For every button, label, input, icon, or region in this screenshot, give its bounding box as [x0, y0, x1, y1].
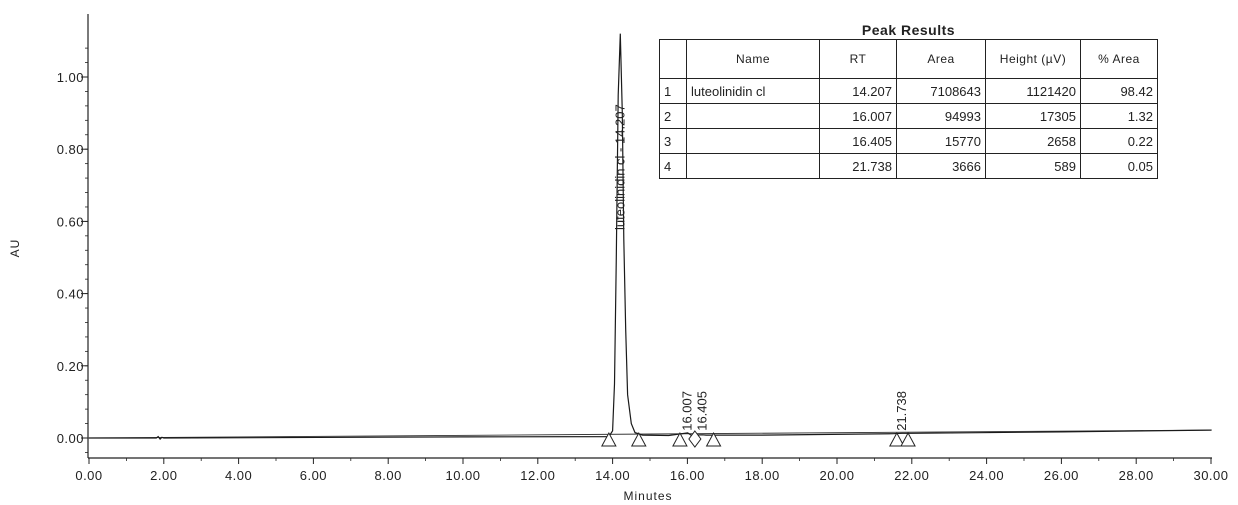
row-percent-area: 0.22 [1080, 128, 1158, 154]
row-index: 4 [659, 153, 687, 179]
row-height: 1121420 [985, 78, 1081, 104]
integration-triangle-marker [705, 431, 722, 447]
table-row: 1 luteolinidin cl 14.207 7108643 1121420… [659, 78, 1158, 104]
row-area: 3666 [896, 153, 986, 179]
row-percent-area: 98.42 [1080, 78, 1158, 104]
row-name: luteolinidin cl [686, 78, 820, 104]
row-index: 1 [659, 78, 687, 104]
y-tick-label: 0.40 [57, 287, 84, 302]
row-height: 17305 [985, 103, 1081, 129]
peak-label: 16.405 [695, 391, 710, 431]
row-percent-area: 0.05 [1080, 153, 1158, 179]
x-tick-label: 14.00 [595, 468, 630, 483]
table-header-row: Name RT Area Height (µV) % Area [659, 39, 1158, 79]
x-tick-label: 16.00 [670, 468, 705, 483]
x-tick-label: 0.00 [75, 468, 102, 483]
x-tick-label: 30.00 [1193, 468, 1228, 483]
row-index: 2 [659, 103, 687, 129]
header-area: Area [896, 39, 986, 79]
row-percent-area: 1.32 [1080, 103, 1158, 129]
row-name [686, 153, 820, 179]
chromatogram-trace [89, 33, 1212, 441]
y-tick-label: 0.60 [57, 214, 84, 229]
row-rt: 21.738 [819, 153, 897, 179]
x-tick-label: 4.00 [225, 468, 252, 483]
x-tick-label: 12.00 [520, 468, 555, 483]
row-name [686, 103, 820, 129]
table-row: 3 16.405 15770 2658 0.22 [659, 128, 1158, 154]
row-height: 2658 [985, 128, 1081, 154]
baseline [87, 429, 1213, 439]
header-rt: RT [819, 39, 897, 79]
row-area: 7108643 [896, 78, 986, 104]
peak-label: luteolinidin cl - 14.207 [612, 104, 627, 230]
header-name: Name [686, 39, 820, 79]
table-row: 4 21.738 3666 589 0.05 [659, 153, 1158, 179]
x-tick-label: 6.00 [300, 468, 327, 483]
x-tick-label: 18.00 [745, 468, 780, 483]
x-tick-label: 2.00 [150, 468, 177, 483]
y-tick-label: 0.20 [57, 359, 84, 374]
y-axis-title: AU [8, 239, 22, 258]
peak-label: 21.738 [894, 391, 909, 431]
x-tick-label: 24.00 [969, 468, 1004, 483]
integration-triangle-marker [889, 431, 905, 447]
header-percent-area: % Area [1080, 39, 1158, 79]
row-rt: 14.207 [819, 78, 897, 104]
integration-triangle-marker [601, 431, 617, 447]
y-tick-label: 1.00 [57, 70, 84, 85]
table-row: 2 16.007 94993 17305 1.32 [659, 103, 1158, 129]
integration-diamond-marker [688, 430, 702, 448]
peak-results-title: Peak Results [861, 22, 956, 38]
x-axis-title: Minutes [623, 489, 672, 503]
integration-triangle-marker [630, 431, 647, 447]
integration-triangle-marker [672, 431, 688, 447]
row-rt: 16.007 [819, 103, 897, 129]
row-area: 94993 [896, 103, 986, 129]
x-tick-label: 8.00 [375, 468, 402, 483]
axes: 0.00 0.20 0.40 0.60 0.80 1.00 0.00 2.00 4.00 6.00… [57, 14, 1228, 483]
row-height: 589 [985, 153, 1081, 179]
row-index: 3 [659, 128, 687, 154]
x-tick-label: 20.00 [819, 468, 854, 483]
row-rt: 16.405 [819, 128, 897, 154]
y-tick-label: 0.00 [57, 431, 84, 446]
row-name [686, 128, 820, 154]
header-height: Height (µV) [985, 39, 1081, 79]
integration-triangle-marker [900, 431, 916, 447]
x-tick-label: 28.00 [1119, 468, 1154, 483]
row-area: 15770 [896, 128, 986, 154]
peak-label: 16.007 [680, 391, 695, 431]
header-index [659, 39, 687, 79]
x-tick-label: 10.00 [445, 468, 480, 483]
y-tick-label: 0.80 [57, 142, 84, 157]
peak-results-table: Peak Results Name RT Area Height (µV) % … [659, 20, 1158, 179]
x-tick-label: 26.00 [1044, 468, 1079, 483]
x-tick-label: 22.00 [894, 468, 929, 483]
